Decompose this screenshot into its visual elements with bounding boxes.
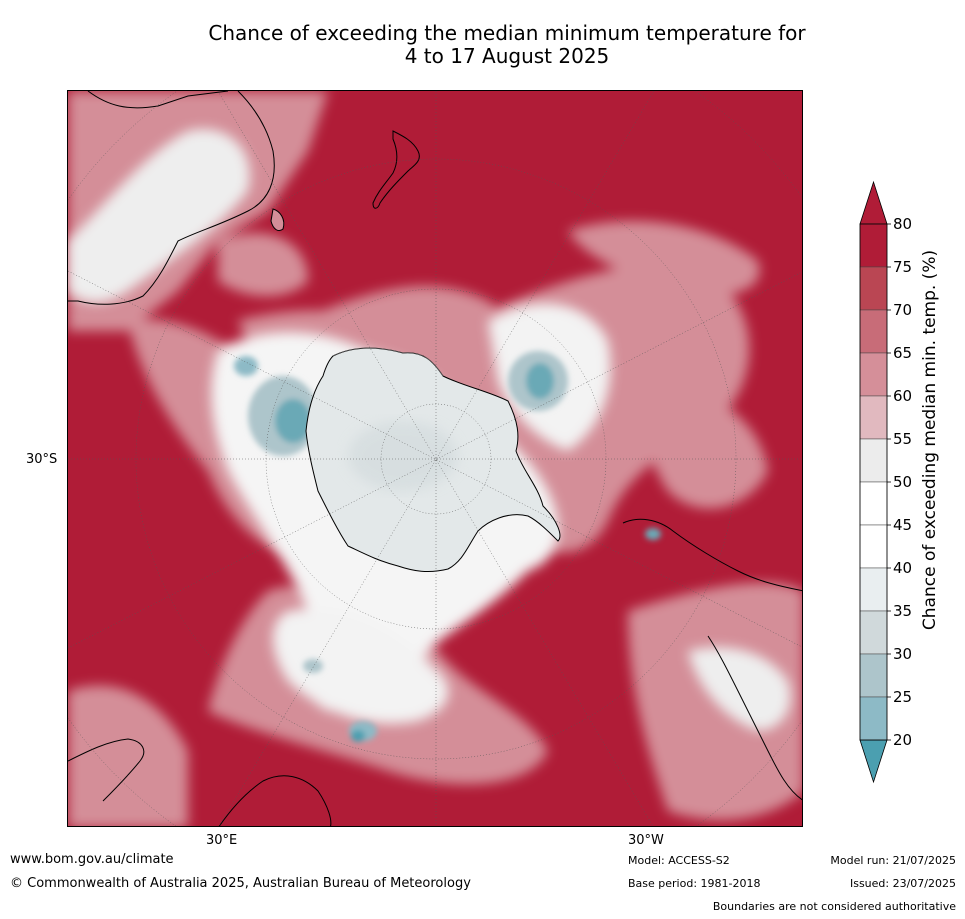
footer-base-period: Base period: 1981-2018 [628,877,761,890]
footer-copyright: © Commonwealth of Australia 2025, Austra… [10,876,471,891]
footer-disclaimer: Boundaries are not considered authoritat… [712,900,956,913]
coastlines [68,91,802,826]
low-probability-areas [234,351,661,742]
colorbar: 80 75 70 65 60 55 50 45 40 35 30 25 20 [855,180,965,790]
colorbar-tick-label: 40 [893,559,912,577]
footer-model-run: Model run: 21/07/2025 [830,854,956,867]
longitude-label-30e: 30°E [206,833,238,848]
colorbar-segment [859,567,888,612]
colorbar-segment [859,309,888,354]
colorbar-segment [859,266,888,311]
colorbar-tick-label: 70 [893,301,912,319]
colorbar-tick-label: 60 [893,387,912,405]
colorbar-tick-label: 75 [893,258,912,276]
colorbar-segment [859,223,888,268]
colorbar-tick-label: 55 [893,430,912,448]
colorbar-segment [859,653,888,698]
footer-model: Model: ACCESS-S2 [628,854,730,867]
title-line-2: 4 to 17 August 2025 [404,44,610,68]
colorbar-tick-label: 65 [893,344,912,362]
colorbar-segment [859,438,888,483]
colorbar-min-arrow [859,739,888,784]
colorbar-tick-label: 80 [893,215,912,233]
footer-website: www.bom.gov.au/climate [10,852,174,867]
graticule [68,91,802,826]
latitude-label-30s: 30°S [26,452,58,467]
colorbar-segment [859,610,888,655]
colorbar-tick-label: 35 [893,602,912,620]
map-panel [67,90,803,827]
colorbar-tick-label: 50 [893,473,912,491]
colorbar-segment [859,352,888,397]
colorbar-scale: 80 75 70 65 60 55 50 45 40 35 30 25 20 [859,180,912,784]
colorbar-segment [859,481,888,526]
title-line-1: Chance of exceeding the median minimum t… [208,21,806,45]
colorbar-tick-label: 20 [893,731,912,749]
colorbar-segment [859,395,888,440]
longitude-label-30w: 30°W [628,833,664,848]
probability-map [68,91,802,826]
colorbar-max-arrow [859,180,888,225]
colorbar-tick-label: 45 [893,516,912,534]
colorbar-tick-label: 25 [893,688,912,706]
map-title: Chance of exceeding the median minimum t… [0,22,965,68]
footer-issued: Issued: 23/07/2025 [849,877,956,890]
colorbar-title: Chance of exceeding median min. temp. (%… [920,249,940,631]
colorbar-tick-label: 30 [893,645,912,663]
colorbar-segment [859,696,888,741]
colorbar-segment [859,524,888,569]
